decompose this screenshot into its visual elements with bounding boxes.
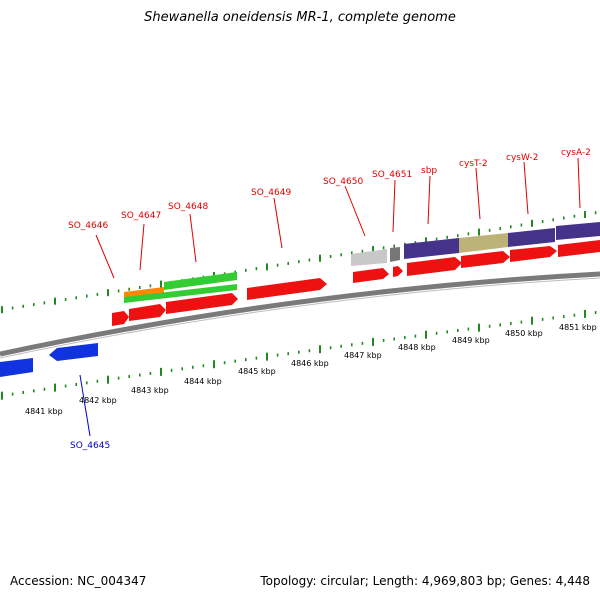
so-4651-feature[interactable]	[390, 247, 400, 262]
cds-arrow[interactable]	[461, 251, 510, 268]
reverse-cds-arrow[interactable]	[0, 358, 33, 377]
ruler-label: 4851 kbp	[559, 323, 597, 332]
gene-label[interactable]: cysT-2	[459, 159, 488, 169]
so-4650-feature[interactable]	[351, 249, 387, 266]
ruler-label: 4845 kbp	[238, 367, 276, 376]
gene-label[interactable]: SO_4645	[70, 441, 110, 451]
gene-label[interactable]: cysW-2	[506, 153, 538, 163]
green-feature-lower[interactable]	[124, 284, 237, 303]
cds-arrow[interactable]	[112, 311, 129, 326]
cysw-2-feature[interactable]	[508, 228, 555, 247]
reverse-features	[0, 343, 98, 377]
ruler-label: 4844 kbp	[184, 377, 222, 386]
gene-features	[124, 222, 600, 303]
cysa-2-feature[interactable]	[556, 222, 600, 240]
cds-arrow[interactable]	[129, 304, 166, 321]
cds-arrow[interactable]	[407, 257, 462, 276]
gene-label[interactable]: SO_4651	[372, 170, 412, 180]
cds-arrow[interactable]	[510, 246, 557, 262]
forward-gene-labels: SO_4646 SO_4647 SO_4648 SO_4649 SO_4650 …	[68, 148, 591, 231]
ruler-label: 4848 kbp	[398, 343, 436, 352]
gene-label[interactable]: SO_4650	[323, 177, 363, 187]
sbp-feature[interactable]	[404, 238, 459, 259]
map-title: Shewanella oneidensis MR-1, complete gen…	[144, 10, 456, 25]
gene-label[interactable]: SO_4646	[68, 221, 108, 231]
ruler-label: 4842 kbp	[79, 396, 117, 405]
ruler-label: 4850 kbp	[505, 329, 543, 338]
footer-accession: Accession: NC_004347	[10, 574, 147, 588]
gene-label[interactable]: cysA-2	[561, 148, 591, 158]
cds-arrow[interactable]	[353, 268, 389, 283]
ruler-label: 4847 kbp	[344, 351, 382, 360]
gene-label[interactable]: SO_4647	[121, 211, 161, 221]
gene-label[interactable]: sbp	[421, 166, 437, 176]
genome-backbone	[0, 271, 600, 359]
ruler-label: 4846 kbp	[291, 359, 329, 368]
ruler-tick-track	[1, 309, 597, 400]
ruler-labels: 4841 kbp 4842 kbp 4843 kbp 4844 kbp 4845…	[25, 323, 597, 416]
gene-label[interactable]: SO_4649	[251, 188, 291, 198]
ruler-label: 4841 kbp	[25, 407, 63, 416]
reverse-gene-labels: SO_4645	[70, 374, 110, 451]
cds-arrow[interactable]	[247, 278, 327, 300]
cyst-2-feature[interactable]	[459, 233, 508, 253]
footer-stats: Topology: circular; Length: 4,969,803 bp…	[260, 574, 590, 588]
cds-arrow[interactable]	[558, 240, 600, 257]
so-4648-feature[interactable]	[164, 272, 237, 290]
ruler-label: 4849 kbp	[452, 336, 490, 345]
gene-label[interactable]: SO_4648	[168, 202, 208, 212]
cds-arrow[interactable]	[393, 266, 403, 277]
so-4645-arrow[interactable]	[49, 343, 98, 361]
cds-arrow[interactable]	[166, 293, 238, 314]
forward-cds-track	[112, 240, 600, 326]
forward-label-leaders	[95, 157, 581, 279]
ruler-label: 4843 kbp	[131, 386, 169, 395]
